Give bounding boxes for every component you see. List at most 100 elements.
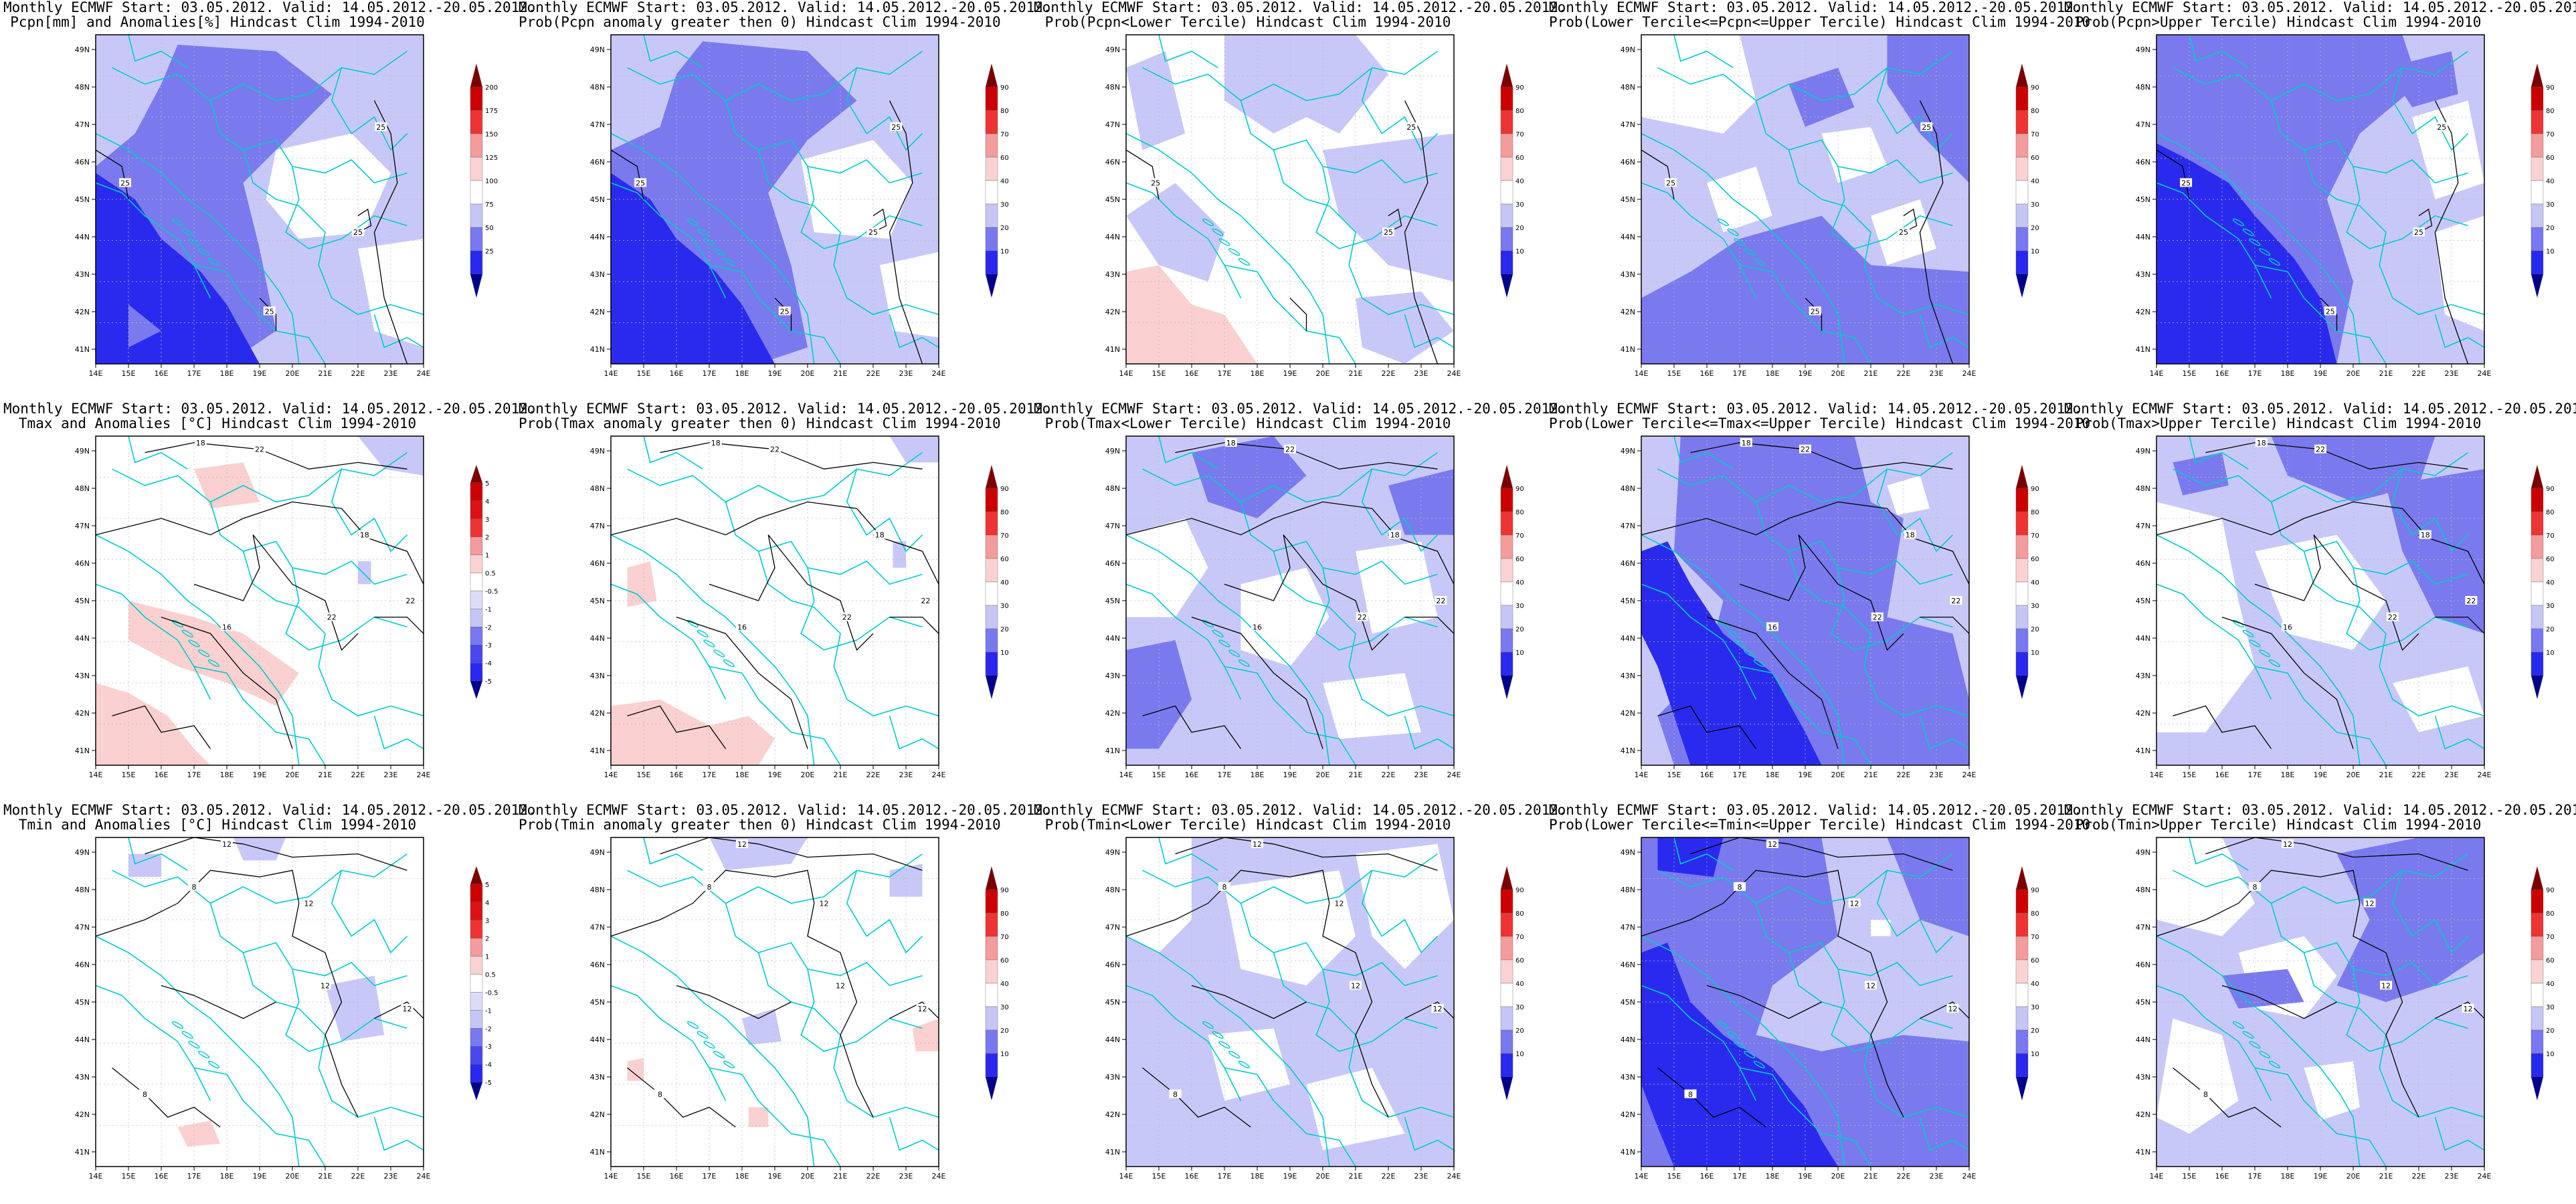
- colorbar-label: 60: [1515, 556, 1524, 563]
- island-outline: [697, 1031, 709, 1039]
- lon-tick-label: 22E: [1382, 369, 1396, 378]
- contour-label: 18: [1742, 439, 1751, 447]
- lon-tick-label: 16E: [1185, 771, 1199, 779]
- contour-line: [1388, 534, 1455, 585]
- colorbar-swatch: [2015, 86, 2029, 111]
- contour-label-bg: [634, 178, 647, 187]
- contour-label: 18: [1226, 439, 1236, 447]
- lon-tick-label: 20E: [801, 369, 815, 378]
- colorbar-swatch: [2015, 605, 2029, 629]
- contour-label: 12: [1335, 899, 1344, 908]
- contour-line: [774, 298, 792, 331]
- lat-tick-label: 43N: [1621, 270, 1635, 279]
- lat-tick-label: 43N: [75, 672, 90, 680]
- contour-line: [2221, 985, 2337, 1019]
- border-line: [2254, 1067, 2387, 1167]
- contour-label: 12: [2464, 1005, 2473, 1013]
- probability-area: [358, 436, 424, 476]
- lat-tick-label: 44N: [75, 634, 90, 643]
- colorbar-label: 70: [2031, 532, 2039, 540]
- lon-tick-label: 14E: [1635, 369, 1649, 378]
- colorbar-label: 70: [2031, 934, 2039, 941]
- lon-tick-label: 17E: [703, 369, 717, 378]
- lon-tick-label: 23E: [1414, 771, 1429, 779]
- border-line: [373, 715, 424, 750]
- contour-line: [1404, 616, 1455, 634]
- border-line: [128, 837, 188, 871]
- colorbar-label: 30: [2031, 603, 2039, 610]
- island-outline: [723, 258, 735, 266]
- lat-tick-label: 41N: [590, 1148, 605, 1157]
- lat-tick-label: 44N: [1621, 233, 1635, 241]
- border-line: [846, 67, 923, 151]
- colorbar-swatch: [2015, 180, 2029, 205]
- contour-label-bg: [890, 122, 903, 131]
- colorbar-label: 150: [485, 131, 498, 138]
- panel-title-line2: Prob(Pcpn<Lower Tercile) Hindcast Clim 1…: [1044, 14, 1451, 30]
- lon-tick-label: 15E: [1152, 771, 1166, 779]
- colorbar-label: 80: [2546, 108, 2555, 115]
- lon-tick-label: 15E: [1667, 771, 1681, 779]
- contour-label: 22: [770, 445, 779, 454]
- colorbar-swatch: [1500, 651, 1513, 676]
- lat-tick-label: 46N: [2136, 961, 2150, 969]
- contour-label-bg: [2282, 622, 2294, 631]
- lon-tick-label: 19E: [768, 369, 782, 378]
- contour-line: [1175, 442, 1438, 470]
- border-line: [1755, 502, 1953, 585]
- panel-title-line1: Monthly ECMWF Start: 03.05.2012. Valid: …: [3, 802, 537, 818]
- lon-tick-label: 15E: [1667, 369, 1681, 378]
- lat-tick-label: 42N: [1621, 308, 1635, 316]
- contour-label-bg: [1904, 530, 1916, 539]
- contour-line: [1657, 705, 1757, 749]
- panel-title: Monthly ECMWF Start: 03.05.2012. Valid: …: [2064, 401, 2576, 431]
- contour-label: 25: [1922, 123, 1931, 132]
- map-panel: 12 8 12 12 8 12 14E 15E 16E 17E 18E 19E 20E 21E 22E 23E…: [519, 803, 1052, 1204]
- lat-tick-label: 46N: [2136, 559, 2150, 568]
- lat-tick-label: 47N: [590, 120, 605, 129]
- contour-label-bg: [1169, 1089, 1182, 1098]
- contour-label: 8: [1738, 883, 1742, 892]
- lat-tick-label: 42N: [2136, 1110, 2150, 1119]
- border-line: [1125, 583, 1242, 700]
- panel-title-line1: Monthly ECMWF Start: 03.05.2012. Valid: …: [1549, 802, 2082, 818]
- border-line: [889, 1116, 939, 1151]
- lat-tick-label: 49N: [2136, 45, 2150, 54]
- island-outline: [188, 639, 200, 647]
- colorbar-label: 80: [1000, 509, 1009, 516]
- contour-line: [1142, 1067, 1251, 1128]
- contour-label: 18: [1906, 531, 1915, 540]
- lat-tick-label: 44N: [2136, 634, 2150, 643]
- colorbar-swatch: [985, 1006, 998, 1031]
- contour-line: [889, 100, 923, 365]
- border-line: [2303, 550, 2485, 717]
- panel-title-line1: Monthly ECMWF Start: 03.05.2012. Valid: …: [3, 0, 537, 15]
- colorbar-swatch: [2531, 1006, 2544, 1031]
- contour-label: 12: [403, 1005, 412, 1013]
- colorbar-swatch: [2531, 157, 2544, 181]
- colorbar-swatch: [1500, 157, 1513, 181]
- island-outline: [1202, 1021, 1214, 1029]
- contour-line: [2205, 442, 2468, 470]
- border-line: [2303, 952, 2485, 1118]
- island-outline: [2242, 629, 2254, 637]
- lat-tick-label: 49N: [590, 447, 605, 456]
- contour-label: 22: [1951, 597, 1960, 605]
- colorbar-swatch: [2531, 558, 2544, 583]
- probability-area: [1224, 870, 1356, 986]
- lat-tick-label: 43N: [2136, 270, 2150, 279]
- border-line: [643, 34, 703, 68]
- contour-label-bg: [194, 437, 207, 447]
- border-line: [1673, 435, 1734, 470]
- colorbar-swatch: [1500, 1006, 1513, 1031]
- lat-tick-label: 49N: [75, 45, 90, 54]
- lat-tick-label: 48N: [1105, 484, 1120, 493]
- colorbar-swatch: [470, 1046, 483, 1065]
- colorbar-swatch: [1500, 889, 1513, 914]
- lon-tick-label: 23E: [384, 771, 398, 779]
- contour-label: 22: [1285, 445, 1295, 454]
- colorbar-label: 10: [2546, 1051, 2555, 1058]
- colorbar-label: 5: [485, 882, 489, 889]
- contour-label-bg: [404, 596, 417, 605]
- lat-tick-label: 44N: [75, 1035, 90, 1044]
